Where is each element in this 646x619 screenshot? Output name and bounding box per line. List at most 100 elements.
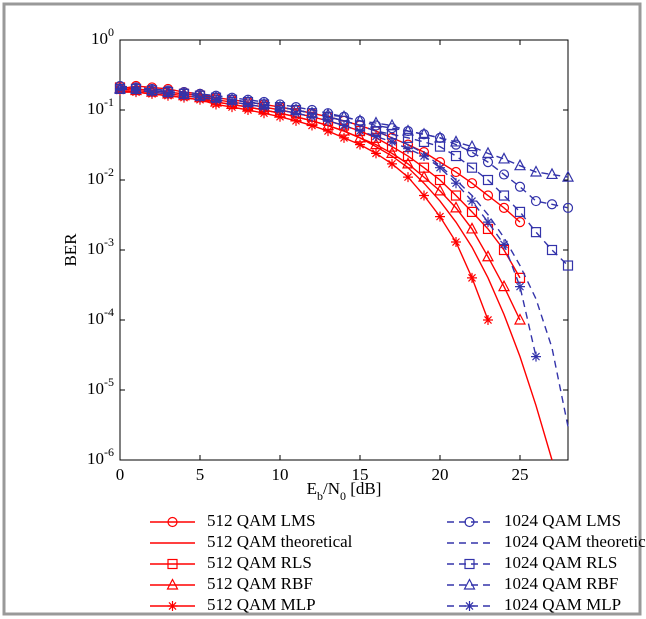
marker [402, 132, 414, 143]
marker [179, 90, 189, 101]
marker [530, 165, 542, 177]
series-line [120, 88, 569, 178]
x-tick-label: 0 [116, 465, 125, 484]
marker [482, 190, 494, 201]
marker [355, 126, 365, 137]
legend-label: 512 QAM LMS [207, 511, 316, 530]
marker [167, 558, 178, 570]
marker [483, 217, 493, 228]
marker [418, 136, 430, 148]
marker [498, 169, 510, 180]
marker [514, 158, 526, 171]
legend-label: 512 QAM RLS [207, 553, 312, 572]
x-tick-label: 20 [432, 465, 449, 484]
marker [339, 132, 349, 143]
x-tick-label: 5 [196, 465, 205, 484]
marker [546, 167, 558, 180]
y-tick-label: 10-3 [87, 235, 114, 258]
marker [243, 105, 253, 115]
marker [323, 115, 333, 126]
marker [167, 601, 178, 611]
marker [514, 217, 526, 228]
marker [466, 162, 478, 173]
y-tick-label: 10-5 [87, 375, 114, 398]
marker [451, 237, 461, 248]
marker [530, 227, 542, 238]
marker [307, 120, 317, 131]
marker [562, 170, 574, 182]
marker [402, 157, 414, 169]
marker [451, 178, 461, 189]
marker [498, 279, 510, 292]
marker [371, 131, 381, 142]
marker [450, 150, 462, 162]
marker [466, 206, 478, 218]
marker [562, 202, 574, 213]
marker [450, 166, 462, 178]
marker [498, 190, 510, 201]
marker [386, 118, 398, 131]
marker [434, 184, 446, 196]
marker [562, 260, 574, 271]
marker [227, 97, 237, 108]
legend-label: 1024 QAM RLS [504, 553, 617, 572]
marker [402, 124, 414, 136]
series-line [119, 85, 569, 209]
marker [419, 190, 429, 201]
marker [275, 111, 285, 122]
marker [259, 102, 269, 113]
marker [403, 172, 413, 183]
marker [514, 206, 526, 218]
marker [147, 87, 157, 98]
marker [435, 211, 445, 222]
marker [166, 578, 179, 590]
marker [466, 139, 478, 152]
marker [386, 146, 398, 158]
y-tick-label: 10-1 [87, 95, 114, 118]
marker [546, 244, 558, 256]
marker [195, 92, 205, 103]
marker [227, 102, 237, 113]
marker [499, 239, 509, 250]
marker [259, 108, 269, 119]
marker [482, 249, 494, 262]
plot-box [119, 39, 569, 461]
marker [323, 126, 333, 137]
marker [514, 181, 526, 192]
x-tick-label: 10 [272, 465, 289, 484]
marker [291, 115, 301, 126]
marker [275, 105, 285, 115]
legend-label: 512 QAM RBF [207, 574, 313, 593]
marker [370, 116, 382, 128]
marker [339, 120, 349, 131]
legend-label: 1024 QAM RBF [504, 574, 618, 593]
marker [387, 136, 397, 147]
marker [115, 83, 125, 94]
marker [483, 315, 493, 325]
marker [418, 170, 430, 182]
marker [530, 195, 542, 207]
marker [371, 148, 381, 159]
marker [211, 94, 221, 105]
marker [498, 202, 510, 213]
legend-label: 1024 QAM MLP [504, 595, 621, 614]
marker [464, 601, 475, 611]
marker [418, 127, 430, 139]
marker [464, 516, 475, 528]
marker [131, 85, 141, 96]
marker [419, 151, 429, 162]
marker [450, 201, 462, 213]
marker [307, 111, 317, 122]
marker [434, 131, 446, 143]
marker [243, 99, 253, 110]
marker [354, 114, 366, 126]
marker [450, 190, 462, 201]
marker [546, 199, 558, 210]
marker [466, 222, 478, 234]
y-tick-label: 10-2 [87, 165, 114, 188]
x-axis-label: Eb/N0 [dB] [307, 479, 382, 503]
legend-label: 1024 QAM theoretical [504, 532, 646, 551]
x-tick-label: 15 [352, 465, 369, 484]
x-tick-label: 25 [512, 465, 529, 484]
marker [167, 516, 178, 528]
